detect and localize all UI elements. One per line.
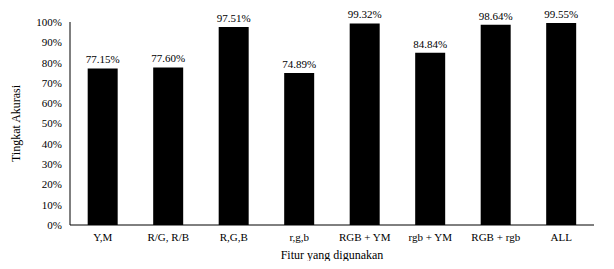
svg-text:70%: 70% bbox=[42, 77, 62, 89]
svg-text:50%: 50% bbox=[42, 117, 62, 129]
svg-text:77.15%: 77.15% bbox=[86, 53, 120, 65]
svg-text:74.89%: 74.89% bbox=[282, 58, 316, 70]
svg-text:R,G,B: R,G,B bbox=[220, 231, 248, 243]
svg-text:98.64%: 98.64% bbox=[479, 10, 513, 22]
svg-text:Fitur yang digunakan: Fitur yang digunakan bbox=[281, 248, 384, 261]
svg-text:20%: 20% bbox=[42, 178, 62, 190]
svg-text:99.32%: 99.32% bbox=[348, 8, 382, 20]
svg-text:80%: 80% bbox=[42, 57, 62, 69]
svg-text:10%: 10% bbox=[42, 199, 62, 211]
svg-text:R/G, R/B: R/G, R/B bbox=[147, 231, 189, 243]
svg-text:RGB + YM: RGB + YM bbox=[339, 231, 391, 243]
svg-text:r,g,b: r,g,b bbox=[289, 231, 309, 243]
svg-text:77.60%: 77.60% bbox=[151, 52, 185, 64]
svg-text:60%: 60% bbox=[42, 97, 62, 109]
svg-text:30%: 30% bbox=[42, 158, 62, 170]
svg-text:Y,M: Y,M bbox=[93, 231, 112, 243]
svg-text:RGB + rgb: RGB + rgb bbox=[471, 231, 520, 243]
svg-text:ALL: ALL bbox=[551, 231, 573, 243]
svg-text:40%: 40% bbox=[42, 138, 62, 150]
svg-text:0%: 0% bbox=[47, 219, 62, 231]
svg-text:100%: 100% bbox=[36, 16, 62, 28]
svg-text:90%: 90% bbox=[42, 36, 62, 48]
svg-text:84.84%: 84.84% bbox=[413, 38, 447, 50]
svg-text:99.55%: 99.55% bbox=[544, 8, 578, 20]
svg-text:97.51%: 97.51% bbox=[217, 12, 251, 24]
svg-text:rgb + YM: rgb + YM bbox=[409, 231, 453, 243]
svg-text:Tingkat Akurasi: Tingkat Akurasi bbox=[9, 84, 23, 162]
